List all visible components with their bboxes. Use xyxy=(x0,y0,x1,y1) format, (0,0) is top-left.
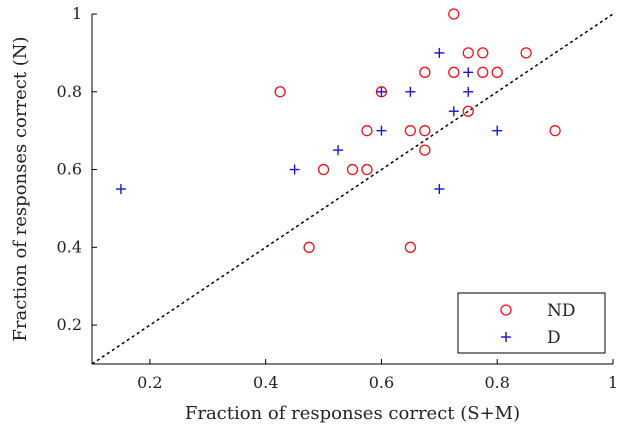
data-point-nd xyxy=(462,105,474,117)
diagonal-reference-line xyxy=(91,13,614,365)
data-point-nd xyxy=(346,163,359,176)
data-point-nd xyxy=(361,163,373,176)
data-point-nd xyxy=(303,241,315,253)
data-point-d xyxy=(492,125,503,136)
legend-marker-nd xyxy=(500,304,512,316)
data-point-nd xyxy=(520,47,532,59)
legend-box xyxy=(457,292,606,354)
data-point-d xyxy=(289,164,300,175)
data-point-nd xyxy=(419,125,431,137)
y-axis-title: Fraction of responses correct (N) xyxy=(10,36,31,341)
legend-marker-d xyxy=(501,332,511,342)
data-point-nd xyxy=(477,66,489,78)
data-point-d xyxy=(376,86,387,97)
x-tick-label: 0.6 xyxy=(369,373,394,392)
data-point-nd xyxy=(462,47,474,59)
data-point-nd xyxy=(448,8,460,20)
x-axis-title: Fraction of responses correct (S+M) xyxy=(185,403,520,424)
y-tick-label: 0.6 xyxy=(57,160,82,179)
x-tick-label: 0.4 xyxy=(253,373,278,392)
data-point-nd xyxy=(317,163,330,176)
x-tick-label: 0.2 xyxy=(137,373,162,392)
legend-label-d: D xyxy=(547,328,561,348)
y-tick-label: 1 xyxy=(72,4,82,23)
data-point-nd xyxy=(274,86,286,98)
y-tick-label: 0.4 xyxy=(57,237,82,256)
data-point-nd xyxy=(477,47,489,59)
data-point-d xyxy=(434,184,445,194)
x-tick-label: 1 xyxy=(608,373,618,392)
plot-area: 0.2 0.4 0.6 0.8 1 0.2 0.4 0.6 0.8 1 ND D xyxy=(57,4,619,392)
data-point-d xyxy=(463,86,474,97)
data-point-nd xyxy=(419,144,431,156)
data-point-d xyxy=(405,86,416,97)
data-point-nd xyxy=(361,125,373,137)
data-point-d xyxy=(463,67,474,78)
y-tick-label: 0.8 xyxy=(57,82,82,101)
data-point-nd xyxy=(448,66,460,78)
x-tick-label: 0.8 xyxy=(484,373,509,392)
data-point-d xyxy=(376,125,387,136)
data-point-nd xyxy=(404,241,417,253)
data-point-d xyxy=(333,145,344,156)
legend-label-nd: ND xyxy=(547,301,576,321)
data-point-nd xyxy=(419,66,431,78)
data-point-d xyxy=(434,47,445,58)
y-tick-label: 0.2 xyxy=(57,315,82,334)
data-point-nd xyxy=(549,125,561,137)
data-point-nd xyxy=(404,125,417,137)
data-point-d xyxy=(448,106,459,117)
data-point-d xyxy=(115,184,126,194)
data-point-nd xyxy=(491,66,503,78)
